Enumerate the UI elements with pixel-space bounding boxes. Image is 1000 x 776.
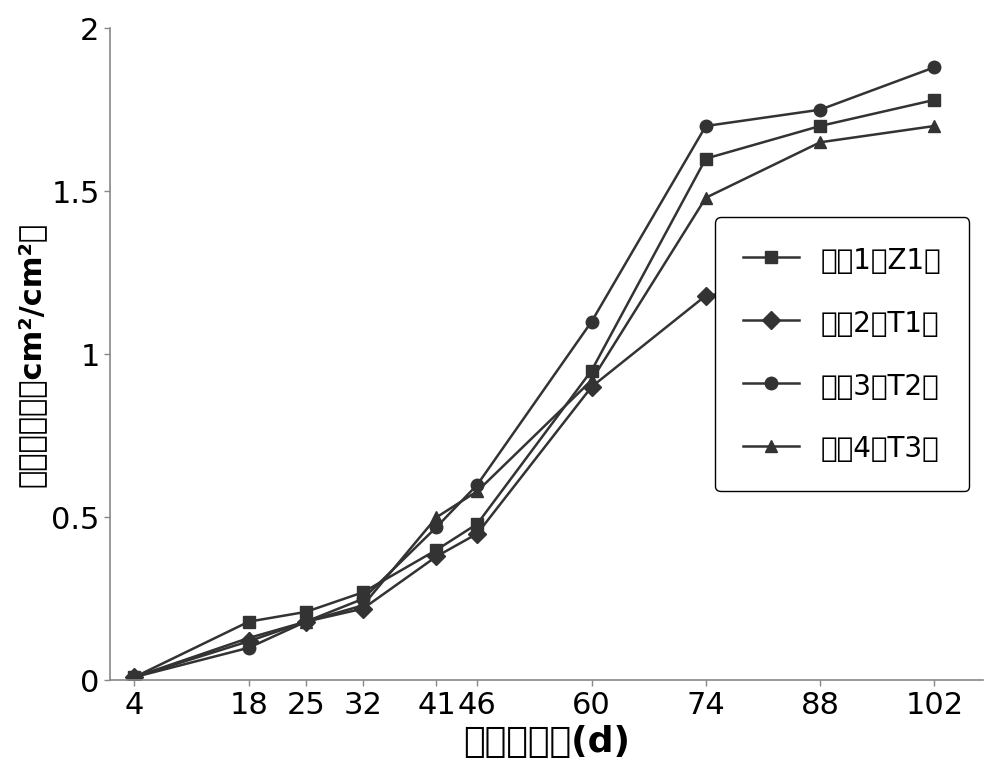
温卄4（T3） (814, 137, 826, 147)
温卄1（Z1） (357, 587, 369, 597)
X-axis label: 移栽后天数(d): 移栽后天数(d) (463, 726, 630, 760)
温卄1（Z1） (586, 366, 598, 376)
温卄3（T2） (814, 105, 826, 114)
温卄2（T1） (814, 278, 826, 287)
温卄2（T1） (300, 617, 312, 626)
温卄2（T1） (471, 529, 483, 539)
温卄3（T2） (471, 480, 483, 490)
温卄1（Z1） (814, 121, 826, 130)
温卄1（Z1） (243, 617, 255, 626)
Y-axis label: 叶面积指数（cm²/cm²）: 叶面积指数（cm²/cm²） (17, 222, 46, 487)
温卄1（Z1） (128, 673, 140, 682)
温卄2（T1） (700, 291, 712, 300)
温卄3（T2） (700, 121, 712, 130)
温卄3（T2） (128, 673, 140, 682)
温卄4（T3） (357, 601, 369, 610)
温卄1（Z1） (928, 95, 940, 105)
温卄4（T3） (430, 513, 442, 522)
温卄3（T2） (243, 643, 255, 653)
Line: 温卄2（T1）: 温卄2（T1） (128, 224, 941, 684)
温卄4（T3） (128, 673, 140, 682)
温卄1（Z1） (430, 546, 442, 555)
温卄4（T3） (928, 121, 940, 130)
温卄4（T3） (586, 376, 598, 385)
温卄4（T3） (300, 617, 312, 626)
温卄3（T2） (430, 522, 442, 532)
温卄3（T2） (300, 617, 312, 626)
温卄2（T1） (430, 552, 442, 561)
Line: 温卄1（Z1）: 温卄1（Z1） (128, 94, 941, 684)
温卄4（T3） (471, 487, 483, 496)
温卄1（Z1） (471, 519, 483, 528)
温卄2（T1） (928, 226, 940, 235)
Line: 温卄4（T3）: 温卄4（T3） (128, 120, 941, 684)
温卄2（T1） (128, 673, 140, 682)
温卄2（T1） (243, 636, 255, 646)
温卄2（T1） (357, 604, 369, 613)
温卄3（T2） (357, 594, 369, 604)
温卄3（T2） (928, 63, 940, 72)
Line: 温卄3（T2）: 温卄3（T2） (128, 61, 941, 684)
温卄2（T1） (586, 383, 598, 392)
温卄1（Z1） (300, 608, 312, 617)
温卄4（T3） (243, 633, 255, 643)
温卄4（T3） (700, 193, 712, 203)
温卄3（T2） (586, 317, 598, 327)
Legend: 温卄1（Z1）, 温卄2（T1）, 温卄3（T2）, 温卄4（T3）: 温卄1（Z1）, 温卄2（T1）, 温卄3（T2）, 温卄4（T3） (715, 217, 969, 491)
温卄1（Z1） (700, 154, 712, 163)
